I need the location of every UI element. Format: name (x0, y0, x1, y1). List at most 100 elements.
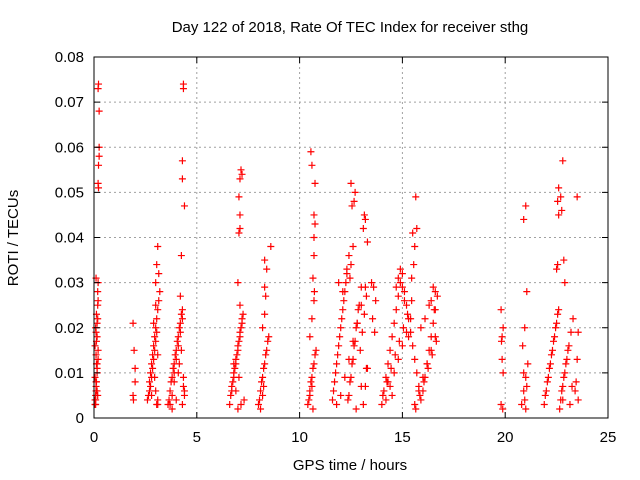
data-point (556, 405, 564, 413)
data-point (235, 337, 243, 345)
data-point (336, 333, 344, 341)
data-point (361, 283, 369, 291)
data-point (231, 364, 239, 372)
data-point (179, 80, 187, 88)
data-point (129, 319, 137, 327)
data-point (93, 319, 101, 327)
data-point (350, 197, 358, 205)
y-tick-label: 0.05 (55, 184, 84, 201)
data-point (396, 279, 404, 287)
data-point (399, 324, 407, 332)
data-point (330, 387, 338, 395)
data-point (557, 193, 565, 201)
data-point (261, 310, 269, 318)
y-axis-label: ROTI / TECUs (5, 190, 22, 286)
data-point (369, 315, 377, 323)
data-point (335, 279, 343, 287)
data-point (568, 382, 576, 390)
data-point (520, 215, 528, 223)
data-point (309, 274, 317, 282)
data-point (379, 391, 387, 399)
y-tick-label: 0.01 (55, 365, 84, 382)
data-point (345, 252, 353, 260)
data-point (154, 243, 162, 251)
data-point (95, 152, 103, 160)
data-point (147, 382, 155, 390)
data-point (363, 238, 371, 246)
data-point (382, 396, 390, 404)
data-point (153, 261, 161, 269)
data-point (236, 328, 244, 336)
data-point (558, 387, 566, 395)
data-point (264, 337, 272, 345)
data-point (150, 342, 158, 350)
data-point (428, 351, 436, 359)
data-point (343, 265, 351, 273)
data-point (148, 360, 156, 368)
data-point (168, 405, 176, 413)
data-point (332, 369, 340, 377)
data-point (261, 360, 269, 368)
data-point (236, 211, 244, 219)
data-point (543, 378, 551, 386)
data-point (306, 333, 314, 341)
data-point (400, 288, 408, 296)
data-point (257, 405, 265, 413)
data-point (152, 337, 160, 345)
data-point (555, 211, 563, 219)
data-point (348, 202, 356, 210)
data-point (267, 243, 275, 251)
data-point (411, 243, 419, 251)
data-point (259, 324, 267, 332)
data-point (178, 306, 186, 314)
data-point (523, 288, 531, 296)
data-point (236, 224, 244, 232)
data-point (240, 396, 248, 404)
data-point (551, 333, 559, 341)
data-point (408, 274, 416, 282)
data-point (308, 382, 316, 390)
data-point (416, 391, 424, 399)
data-point (574, 396, 582, 404)
data-point (165, 396, 173, 404)
data-point (431, 333, 439, 341)
data-points (91, 80, 582, 413)
data-point (94, 346, 102, 354)
data-point (562, 360, 570, 368)
data-point (310, 288, 318, 296)
data-point (263, 265, 271, 273)
data-point (334, 351, 342, 359)
data-point (309, 364, 317, 372)
data-point (498, 355, 506, 363)
data-point (152, 301, 160, 309)
data-point (523, 382, 531, 390)
data-point (550, 337, 558, 345)
data-point (398, 270, 406, 278)
data-point (357, 301, 365, 309)
data-point (545, 364, 553, 372)
data-point (230, 360, 238, 368)
data-point (394, 292, 402, 300)
x-axis-label: GPS time / hours (293, 457, 407, 474)
data-point (384, 378, 392, 386)
data-point (542, 387, 550, 395)
data-point (380, 387, 388, 395)
data-point (522, 373, 530, 381)
data-point (429, 319, 437, 327)
data-point (424, 364, 432, 372)
data-point (169, 364, 177, 372)
data-point (173, 337, 181, 345)
data-point (263, 346, 271, 354)
data-point (559, 157, 567, 165)
data-point (226, 400, 234, 408)
x-tick-label: 5 (193, 429, 201, 446)
data-point (259, 391, 267, 399)
data-point (155, 297, 163, 305)
data-point (368, 279, 376, 287)
data-point (308, 161, 316, 169)
data-point (234, 279, 242, 287)
data-point (413, 224, 421, 232)
data-point (166, 387, 174, 395)
data-point (178, 157, 186, 165)
data-point (229, 378, 237, 386)
